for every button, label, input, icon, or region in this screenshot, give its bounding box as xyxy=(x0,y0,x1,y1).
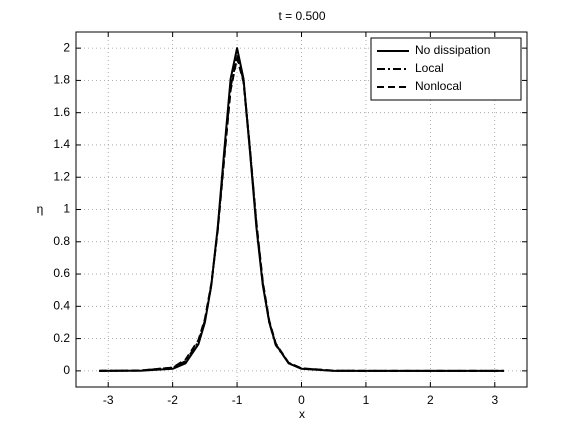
plot-frame xyxy=(75,31,528,388)
x-axis-label: x xyxy=(299,407,305,421)
x-tick-label: -2 xyxy=(167,393,178,407)
legend-label: No dissipation xyxy=(415,43,490,57)
y-tick-label: 1.2 xyxy=(53,169,70,183)
y-tick-label: 1.6 xyxy=(53,105,70,119)
y-tick-label: 0.8 xyxy=(53,234,70,248)
y-tick-label: 0.2 xyxy=(53,331,70,345)
legend-label: Local xyxy=(415,61,444,75)
x-tick-label: 0 xyxy=(298,393,305,407)
x-tick-label: 1 xyxy=(363,393,370,407)
y-tick-label: 0.6 xyxy=(53,266,70,280)
y-tick-label: 0.4 xyxy=(53,298,70,312)
x-tick-label: -3 xyxy=(103,393,114,407)
legend-label: Nonlocal xyxy=(415,79,462,93)
y-axis-label: η xyxy=(37,202,44,216)
y-tick-label: 0 xyxy=(63,363,70,377)
y-tick-label: 2 xyxy=(63,40,70,54)
y-tick-label: 1.4 xyxy=(53,137,70,151)
x-tick-label: 3 xyxy=(491,393,498,407)
chart-title: t = 0.500 xyxy=(278,9,325,23)
x-tick-label: -1 xyxy=(232,393,243,407)
y-tick-label: 1.8 xyxy=(53,73,70,87)
data-line xyxy=(99,56,504,372)
x-tick-label: 2 xyxy=(427,393,434,407)
y-tick-label: 1 xyxy=(63,202,70,216)
